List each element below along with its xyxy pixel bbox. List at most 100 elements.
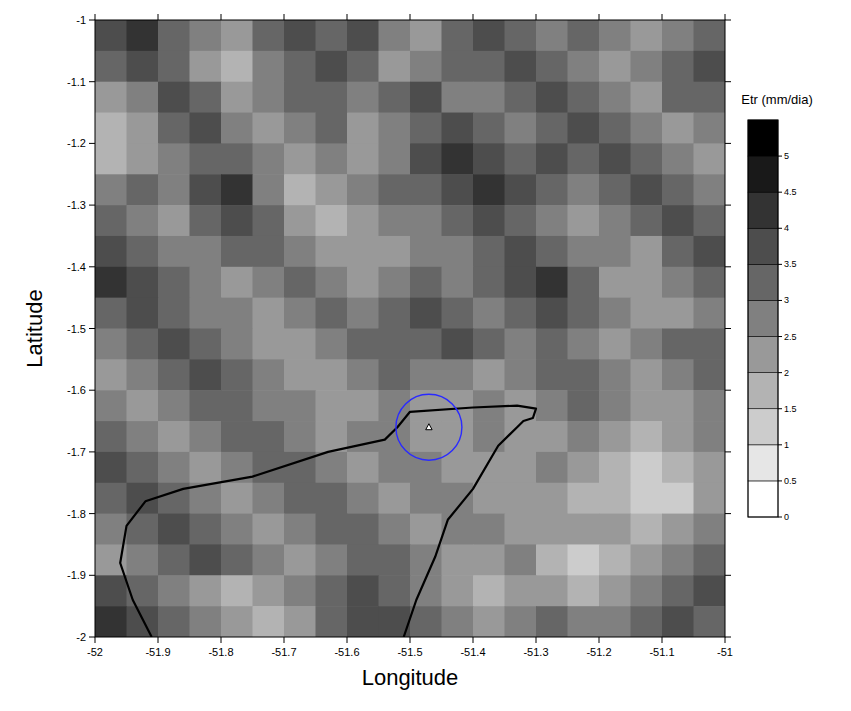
heat-cell [190, 143, 222, 174]
heat-cell [662, 174, 694, 205]
heat-cell [253, 483, 285, 514]
heat-cell [379, 483, 411, 514]
heat-cell [95, 452, 127, 483]
heat-cell [631, 205, 663, 236]
heat-cell [190, 51, 222, 82]
heat-cell [536, 544, 568, 575]
heat-cell [662, 113, 694, 144]
heat-cell [190, 113, 222, 144]
heat-cell [473, 421, 505, 452]
coastline [120, 406, 536, 637]
heat-cell [95, 205, 127, 236]
heat-cell [631, 359, 663, 390]
x-tick-top [599, 14, 600, 20]
heat-cell [221, 143, 253, 174]
heat-cell [694, 359, 726, 390]
y-tick-label: -2 [76, 631, 86, 643]
y-tick-right [725, 143, 731, 144]
heat-cell [253, 544, 285, 575]
heat-cell [158, 51, 190, 82]
x-tick-label: -51.4 [460, 646, 485, 658]
heat-cell [631, 421, 663, 452]
heat-cell [536, 452, 568, 483]
heat-cell [505, 143, 537, 174]
heat-cell [410, 143, 442, 174]
y-tick-right [725, 20, 731, 21]
x-tick [536, 637, 537, 643]
colorbar-band [748, 156, 778, 192]
colorbar-tick [778, 192, 782, 193]
heat-cell [694, 174, 726, 205]
heat-cell [442, 174, 474, 205]
heat-cell [599, 575, 631, 606]
y-tick-right [725, 575, 731, 576]
heat-cell [662, 421, 694, 452]
heat-cell [127, 452, 159, 483]
heat-cell [253, 390, 285, 421]
heat-cell [253, 82, 285, 113]
heat-cell [316, 51, 348, 82]
heat-cell [662, 298, 694, 329]
heat-cell [190, 390, 222, 421]
heat-cell [379, 452, 411, 483]
x-tick [158, 637, 159, 643]
heat-cell [158, 236, 190, 267]
colorbar-band [748, 337, 778, 373]
heat-cell [95, 20, 127, 51]
heat-cell [127, 174, 159, 205]
heat-cell [442, 267, 474, 298]
heat-cell [379, 421, 411, 452]
heat-cell [505, 359, 537, 390]
heat-cell [95, 267, 127, 298]
station-marker [426, 424, 432, 430]
heat-cell [347, 51, 379, 82]
heat-cell [536, 390, 568, 421]
heat-cell [410, 51, 442, 82]
heat-cell [568, 113, 600, 144]
heat-cell [410, 606, 442, 637]
heat-cell [127, 544, 159, 575]
heat-cell [221, 298, 253, 329]
heat-cell [284, 575, 316, 606]
heat-cell [568, 575, 600, 606]
heat-cell [316, 606, 348, 637]
heat-cell [253, 359, 285, 390]
heat-cell [505, 544, 537, 575]
heat-cell [253, 421, 285, 452]
heat-cell [694, 575, 726, 606]
heat-cell [127, 359, 159, 390]
y-tick [89, 513, 95, 514]
heat-cell [158, 514, 190, 545]
heat-cell [221, 51, 253, 82]
heat-cell [694, 329, 726, 360]
colorbar-band [748, 228, 778, 264]
heat-cell [694, 20, 726, 51]
heat-cell [536, 143, 568, 174]
heat-cell [662, 606, 694, 637]
heat-cell [631, 143, 663, 174]
heat-cell [599, 51, 631, 82]
heat-cell [284, 483, 316, 514]
heat-cell [284, 298, 316, 329]
heat-cell [379, 298, 411, 329]
heat-cell [127, 606, 159, 637]
heat-cell [127, 421, 159, 452]
heat-cell [473, 606, 505, 637]
y-tick [89, 143, 95, 144]
heat-cell [190, 452, 222, 483]
heat-cell [190, 329, 222, 360]
heat-cell [473, 51, 505, 82]
heat-cell [284, 82, 316, 113]
heat-cell [662, 452, 694, 483]
heat-cell [631, 544, 663, 575]
heat-cell [347, 205, 379, 236]
heat-cell [536, 267, 568, 298]
heat-cell [347, 575, 379, 606]
heat-cell [158, 82, 190, 113]
heat-cell [127, 236, 159, 267]
heat-cell [190, 544, 222, 575]
heat-cell [347, 82, 379, 113]
heat-cell [536, 514, 568, 545]
x-tick-label: -51.3 [523, 646, 548, 658]
heat-cell [127, 20, 159, 51]
